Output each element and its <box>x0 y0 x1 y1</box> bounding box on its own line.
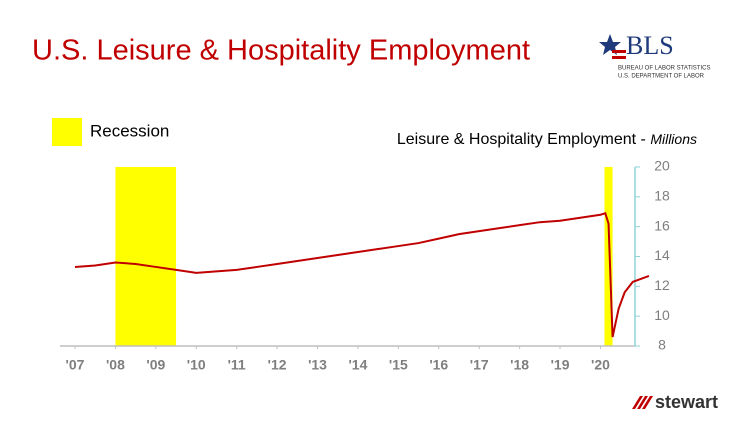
stripe <box>612 56 626 59</box>
x-tick-label: '13 <box>308 357 327 373</box>
x-tick-label: '20 <box>591 357 610 373</box>
y-tick-label: 12 <box>654 277 670 293</box>
stripe <box>637 396 648 409</box>
company-name: stewart <box>655 392 718 412</box>
bls-line: U.S. DEPARTMENT OF LABOR <box>618 74 705 80</box>
y-tick-label: 8 <box>658 337 666 353</box>
x-tick-label: '07 <box>66 357 85 373</box>
x-tick-label: '16 <box>429 357 448 373</box>
stripe <box>632 396 643 409</box>
legend-swatch <box>52 118 82 146</box>
x-tick-label: '11 <box>228 357 246 373</box>
x-tick-label: '14 <box>348 357 367 373</box>
subtitle: Leisure & Hospitality Employment - Milli… <box>397 131 697 149</box>
stripe <box>642 396 653 409</box>
bls-logo: BLS BUREAU OF LABOR STATISTICS U.S. DEPA… <box>599 31 710 80</box>
x-tick-label: '08 <box>106 357 125 373</box>
chart-title: U.S. Leisure & Hospitality Employment <box>32 35 530 67</box>
legend-label: Recession <box>90 121 169 140</box>
y-tick-label: 14 <box>654 247 670 263</box>
subtitle-unit: Millions <box>650 131 697 147</box>
subtitle-text: Leisure & Hospitality Employment - <box>397 131 646 148</box>
bls-text: BLS <box>626 31 674 60</box>
y-tick-label: 16 <box>654 217 670 233</box>
recession-band <box>604 167 613 346</box>
x-tick-label: '12 <box>268 357 287 373</box>
recession-band <box>115 167 177 346</box>
x-tick-label: '09 <box>146 357 165 373</box>
y-tick-label: 10 <box>654 307 670 323</box>
bls-line: BUREAU OF LABOR STATISTICS <box>618 66 710 72</box>
company-logo: stewart <box>632 392 718 412</box>
y-tick-label: 18 <box>654 188 670 204</box>
stripe <box>612 50 626 53</box>
x-tick-label: '17 <box>470 357 489 373</box>
x-tick-label: '18 <box>510 357 529 373</box>
x-tick-label: '10 <box>187 357 206 373</box>
x-tick-label: '19 <box>551 357 570 373</box>
star <box>599 34 621 55</box>
y-tick-label: 20 <box>654 158 670 174</box>
series-line <box>74 211 650 338</box>
x-tick-label: '15 <box>389 357 408 373</box>
